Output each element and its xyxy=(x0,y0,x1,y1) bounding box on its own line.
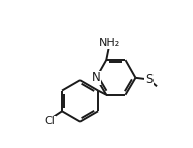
Text: S: S xyxy=(145,73,152,86)
Text: S: S xyxy=(146,73,154,86)
Text: N: N xyxy=(92,71,101,84)
Text: Cl: Cl xyxy=(44,116,55,126)
Text: NH₂: NH₂ xyxy=(99,38,120,48)
